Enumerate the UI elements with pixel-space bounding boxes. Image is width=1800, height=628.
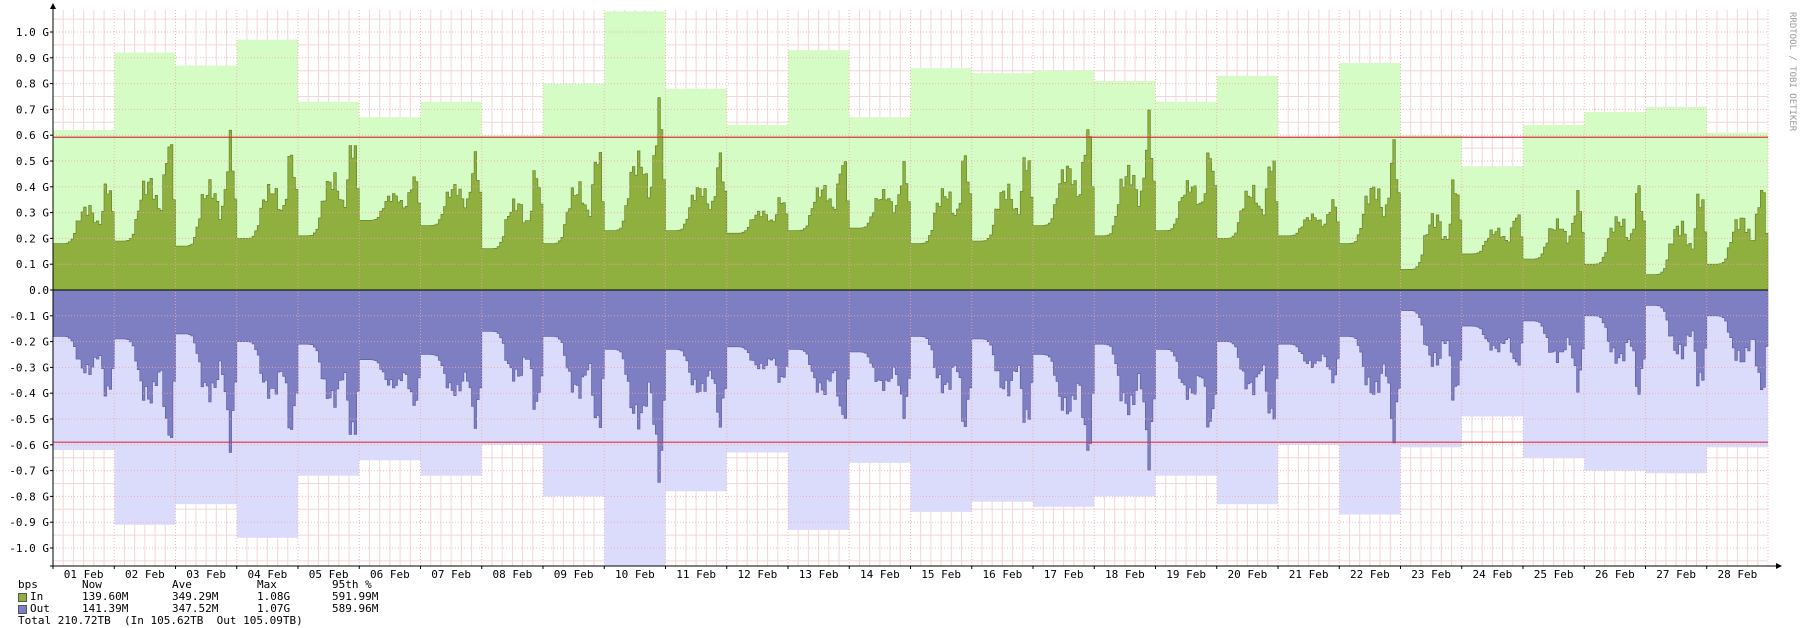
y-tick-label: 0.3 G [16,207,49,220]
x-tick-label: 25 Feb [1534,568,1574,581]
x-tick-label: 07 Feb [431,568,471,581]
out-ave: 347.52M [172,602,219,615]
out-now: 141.39M [82,602,129,615]
x-tick-label: 18 Feb [1105,568,1145,581]
out-swatch [18,604,27,614]
unit-label: bps [18,578,38,591]
x-tick-label: 06 Feb [370,568,410,581]
y-tick-label: 0.6 G [16,129,49,142]
x-tick-label: 23 Feb [1411,568,1451,581]
x-tick-label: 19 Feb [1166,568,1206,581]
header-ave: Ave [172,578,192,591]
out-max: 1.07G [257,602,291,615]
x-tick-label: 20 Feb [1228,568,1268,581]
x-tick-label: 22 Feb [1350,568,1390,581]
x-tick-label: 13 Feb [799,568,839,581]
in-swatch [18,592,27,602]
legend-total: Total 210.72TB (In 105.62TB Out 105.09TB… [18,614,303,627]
x-tick-label: 11 Feb [676,568,716,581]
y-tick-label: 0.5 G [16,155,49,168]
y-tick-label: -0.8 G [9,490,49,503]
y-tick-label: 0.2 G [16,232,49,245]
y-tick-label: -0.2 G [9,336,49,349]
in-label: In [30,590,44,603]
x-tick-label: 26 Feb [1595,568,1635,581]
x-tick-label: 21 Feb [1289,568,1329,581]
legend-header: bps Now Ave Max 95th % [18,579,412,591]
y-tick-label: -0.5 G [9,413,49,426]
header-now: Now [82,578,102,591]
x-tick-label: 08 Feb [493,568,533,581]
x-tick-label: 17 Feb [1044,568,1084,581]
y-tick-label: 0.1 G [16,258,49,271]
out-label: Out [30,602,50,615]
x-tick-label: 16 Feb [983,568,1023,581]
y-tick-label: 1.0 G [16,26,49,39]
x-tick-label: 03 Feb [186,568,226,581]
in-max: 1.08G [257,590,291,603]
legend-row-out: Out 141.39M 347.52M 1.07G 589.96M [18,603,412,615]
in-ave: 349.29M [172,590,219,603]
out-traffic-area [52,289,1769,483]
legend-table: bps Now Ave Max 95th % In 139.60M 349.29… [18,579,412,627]
x-tick-label: 04 Feb [248,568,288,581]
y-tick-label: -0.7 G [9,465,49,478]
in-now: 139.60M [82,590,129,603]
y-tick-label: -0.3 G [9,361,49,374]
x-tick-label: 15 Feb [921,568,961,581]
header-max: Max [257,578,277,591]
y-tick-label: 0.0 [29,284,49,297]
y-tick-label: -0.9 G [9,516,49,529]
x-tick-label: 12 Feb [738,568,778,581]
y-axis-arrow [50,3,56,9]
x-tick-label: 10 Feb [615,568,655,581]
x-tick-label: 02 Feb [125,568,165,581]
x-tick-label: 28 Feb [1718,568,1758,581]
y-tick-label: 0.7 G [16,103,49,116]
x-tick-label: 24 Feb [1473,568,1513,581]
y-tick-label: -1.0 G [9,542,49,555]
in-p95: 591.99M [332,590,379,603]
y-tick-label: -0.1 G [9,310,49,323]
rrdtool-watermark: RRDTOOL / TOBI OETIKER [1787,12,1797,132]
y-tick-label: 0.9 G [16,52,49,65]
x-axis-arrow [1776,563,1782,569]
y-tick-label: -0.6 G [9,439,49,452]
legend-row-in: In 139.60M 349.29M 1.08G 591.99M [18,591,412,603]
x-tick-label: 27 Feb [1656,568,1696,581]
y-tick-label: 0.4 G [16,181,49,194]
x-tick-label: 14 Feb [860,568,900,581]
header-p95: 95th % [332,578,372,591]
x-tick-label: 05 Feb [309,568,349,581]
x-tick-label: 01 Feb [64,568,104,581]
out-p95: 589.96M [332,602,379,615]
y-tick-label: 0.8 G [16,78,49,91]
y-tick-label: -0.4 G [9,387,49,400]
x-tick-label: 09 Feb [554,568,594,581]
